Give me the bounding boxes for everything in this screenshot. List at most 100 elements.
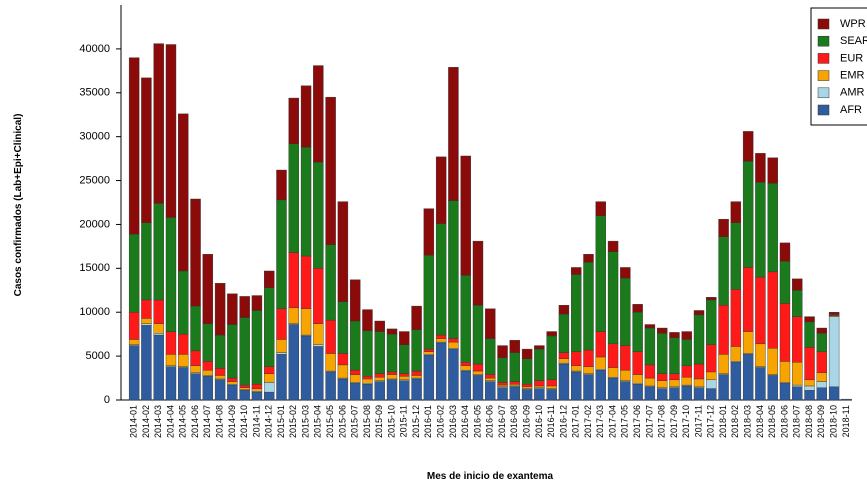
bar-segment (706, 388, 717, 401)
y-tick-label: 15000 (79, 262, 110, 274)
bar-segment (607, 240, 619, 252)
bar-segment (448, 338, 459, 343)
bar-segment (178, 113, 189, 272)
x-axis-title: Mes de inicio de exantema (427, 471, 554, 482)
x-tick-label: 2016-03 (448, 405, 458, 438)
bar-segment (656, 388, 668, 401)
bar-segment (681, 331, 692, 340)
bar-segment (767, 182, 778, 273)
bar-segment (779, 361, 791, 383)
bar-segment (742, 354, 754, 401)
bar-segment (485, 308, 496, 339)
bar-segment (583, 374, 594, 401)
bar-segment (399, 373, 410, 377)
bar-segment (656, 380, 668, 388)
legend-label: AMR (840, 87, 865, 99)
bar-segment (399, 380, 410, 401)
bar-segment (423, 355, 435, 401)
bar-segment (706, 344, 717, 373)
bar-segment (485, 338, 496, 375)
bar-segment (644, 327, 656, 366)
bar-segment (362, 330, 373, 377)
bar-segment (227, 381, 238, 385)
bar-segment (656, 373, 668, 381)
bar-segment (362, 376, 373, 380)
bar-segment (497, 384, 508, 388)
bar-segment (251, 310, 263, 385)
bar-segment (828, 312, 840, 315)
bar-segment (141, 325, 152, 401)
bar-segment (448, 341, 459, 349)
legend-swatch (817, 70, 830, 81)
bar-segment (534, 385, 545, 388)
bar-segment (239, 296, 250, 318)
bar-segment (153, 43, 164, 204)
bar-segment (521, 384, 533, 388)
bar-segment (313, 268, 324, 324)
bar-segment (681, 339, 692, 366)
bar-segment (202, 254, 214, 324)
bar-segment (374, 320, 385, 332)
bar-segment (300, 308, 312, 336)
bar-segment (288, 324, 299, 401)
y-tick-label: 20000 (79, 218, 110, 230)
bar-segment (472, 363, 484, 372)
bar-segment (730, 346, 742, 362)
bar-segment (497, 382, 508, 386)
legend-swatch (817, 53, 830, 64)
bar-segment (730, 201, 742, 223)
bar-segment (448, 67, 459, 201)
y-tick-label: 25000 (79, 174, 110, 186)
bar-segment (558, 363, 570, 401)
bar-segment (141, 77, 152, 223)
legend-swatch (817, 35, 830, 47)
bar-segment (128, 312, 140, 340)
bar-segment (288, 307, 299, 324)
bar-segment (337, 353, 349, 366)
bar-segment (202, 323, 214, 362)
bar-segment (227, 293, 238, 325)
x-tick-label: 2018-06 (779, 405, 789, 438)
y-tick-label: 10000 (79, 306, 110, 318)
bar-segment (128, 233, 140, 313)
bar-segment (460, 365, 471, 371)
bar-segment (558, 305, 570, 315)
x-tick-label: 2016-06 (485, 405, 495, 438)
bar-segment (779, 303, 791, 362)
bar-segment (214, 283, 226, 336)
bar-segment (423, 208, 435, 256)
x-tick-label: 2015-11 (399, 405, 409, 437)
y-tick-label: 40000 (79, 43, 110, 55)
x-tick-label: 2014-06 (190, 405, 200, 438)
bar-segment (706, 371, 717, 381)
bar-segment (190, 373, 201, 401)
bar-segment (435, 338, 447, 343)
bar-segment (681, 365, 692, 378)
y-axis-title: Casos confirmados (Lab+Epi+Clinical) (13, 114, 24, 297)
bar-segment (571, 274, 582, 352)
bar-segment (202, 369, 214, 376)
bar-segment (460, 275, 471, 363)
bar-segment (620, 345, 631, 371)
bar-segment (276, 352, 287, 355)
bar-segment (509, 340, 521, 353)
bar-segment (300, 146, 312, 257)
bar-segment (718, 305, 729, 355)
bar-segment (349, 383, 361, 401)
x-tick-label: 2018-09 (816, 405, 826, 438)
bar-segment (128, 57, 140, 235)
bar-segment (239, 317, 250, 386)
bar-segment (607, 251, 619, 345)
bar-segment (828, 316, 840, 388)
bar-segment (583, 254, 594, 263)
x-tick-label: 2015-03 (300, 405, 310, 438)
bar-segment (325, 96, 336, 245)
bar-segment (730, 222, 742, 290)
bar-segment (313, 65, 324, 163)
legend-label: SEAR (840, 35, 867, 47)
x-tick-label: 2016-08 (509, 405, 519, 438)
bar-segment (239, 390, 250, 401)
x-tick-label: 2018-05 (767, 405, 777, 438)
bar-segment (178, 367, 189, 401)
bar-segment (202, 376, 214, 401)
